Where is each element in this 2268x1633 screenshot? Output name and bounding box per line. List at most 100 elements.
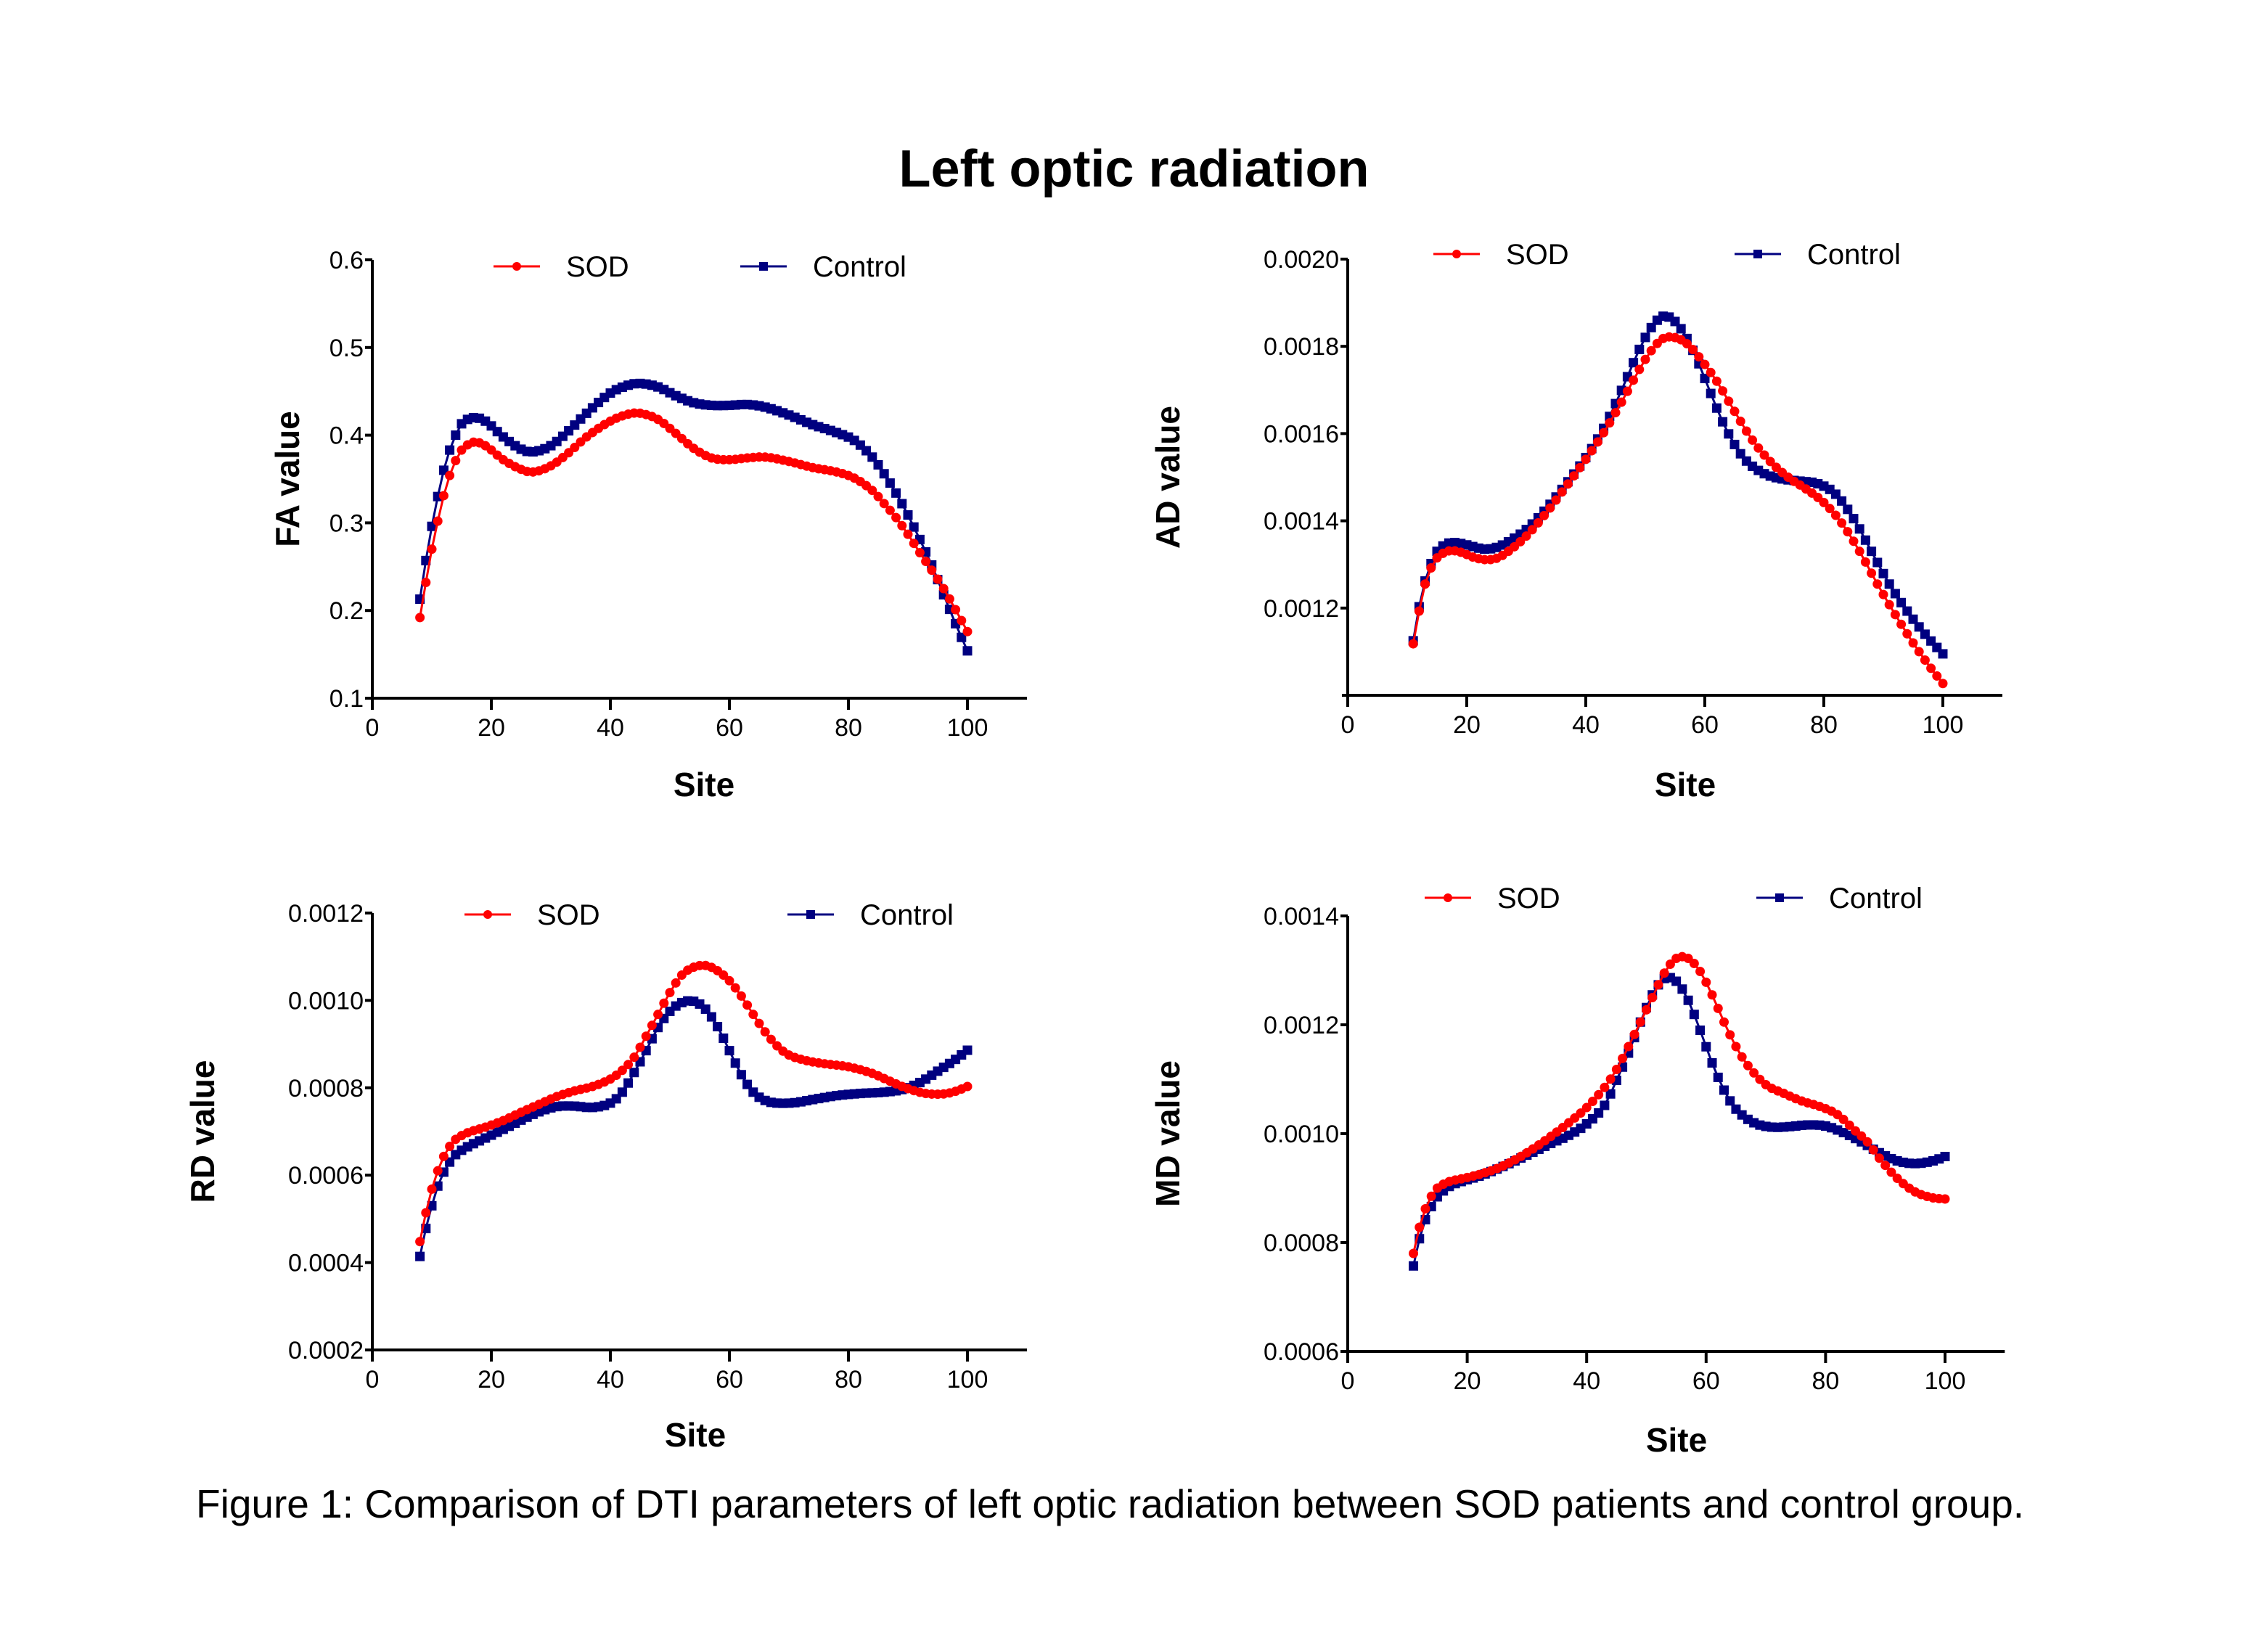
- series-sod: [1409, 951, 1950, 1258]
- data-point: [1594, 1108, 1604, 1118]
- data-point: [1671, 976, 1682, 986]
- data-point: [1914, 622, 1924, 632]
- data-point: [1515, 536, 1526, 547]
- data-point: [1938, 649, 1948, 659]
- data-point: [1711, 403, 1722, 413]
- data-point: [1659, 968, 1669, 978]
- data-point: [938, 584, 949, 594]
- y-axis-title: AD value: [1149, 406, 1187, 549]
- legend-square-marker-icon: [1775, 893, 1784, 902]
- x-tick-label: 80: [835, 714, 862, 742]
- data-point: [1576, 1108, 1586, 1118]
- data-point: [665, 988, 675, 998]
- data-point: [1707, 1058, 1717, 1068]
- data-point: [1724, 396, 1734, 406]
- legend-item-control: Control: [1735, 239, 1901, 271]
- legend-item-sod: SOD: [1425, 883, 1560, 914]
- data-point: [867, 486, 877, 496]
- data-point: [421, 1208, 431, 1218]
- data-point: [909, 539, 919, 549]
- data-point: [1867, 547, 1877, 557]
- y-axis-title: FA value: [269, 411, 306, 547]
- data-point: [1867, 568, 1877, 578]
- data-point: [1844, 1120, 1854, 1130]
- series-sod: [415, 408, 973, 637]
- y-tick-label: 0.0006: [1264, 1338, 1339, 1366]
- y-tick-label: 0.5: [329, 335, 364, 362]
- x-tick-label: 60: [716, 714, 743, 742]
- data-point: [1622, 386, 1632, 396]
- data-point: [1551, 495, 1561, 505]
- data-point: [1940, 1152, 1950, 1161]
- y-tick-label: 0.0008: [1264, 1229, 1339, 1257]
- data-point: [1843, 527, 1853, 537]
- data-point: [1557, 487, 1567, 497]
- series-control: [415, 378, 973, 656]
- data-point: [1414, 606, 1424, 616]
- data-point: [1729, 439, 1740, 449]
- data-point: [427, 1200, 437, 1211]
- data-point: [1759, 450, 1769, 460]
- y-tick-label: 0.2: [329, 597, 364, 625]
- data-point: [1706, 388, 1716, 398]
- data-point: [433, 516, 443, 526]
- data-point: [766, 1034, 776, 1044]
- data-point: [1683, 995, 1693, 1005]
- data-point: [927, 565, 937, 576]
- data-point: [653, 1010, 663, 1020]
- x-tick-label: 20: [478, 714, 505, 742]
- data-point: [1926, 663, 1936, 674]
- series-line: [1412, 955, 1946, 1254]
- data-point: [1938, 679, 1948, 689]
- data-point: [1884, 599, 1894, 610]
- data-point: [438, 1151, 449, 1161]
- data-point: [1605, 1074, 1616, 1084]
- legend-item-sod: SOD: [494, 251, 629, 283]
- data-point: [867, 452, 877, 462]
- x-tick-label: 60: [716, 1366, 743, 1393]
- data-point: [641, 1031, 651, 1041]
- data-point: [719, 1034, 729, 1044]
- data-point: [891, 488, 901, 498]
- data-point: [962, 1081, 973, 1092]
- data-point: [1932, 671, 1942, 681]
- data-point: [1600, 1100, 1610, 1110]
- data-point: [1426, 563, 1436, 573]
- data-point: [1527, 525, 1537, 535]
- data-point: [1646, 345, 1656, 356]
- data-point: [706, 1012, 716, 1022]
- data-point: [1878, 568, 1888, 578]
- legend: SOD Control: [464, 899, 954, 931]
- data-point: [719, 970, 729, 981]
- data-point: [1914, 647, 1924, 657]
- x-tick-label: 100: [1925, 1367, 1966, 1395]
- data-point: [1616, 397, 1626, 407]
- data-point: [736, 991, 746, 1001]
- legend-square-marker-icon: [759, 262, 768, 271]
- data-point: [730, 1058, 740, 1068]
- series-line: [1412, 976, 1946, 1266]
- x-tick-label: 80: [1811, 1367, 1839, 1395]
- data-point: [1594, 1089, 1604, 1100]
- y-tick-label: 0.6: [329, 247, 364, 274]
- data-point: [1610, 408, 1621, 418]
- data-point: [1860, 557, 1870, 567]
- y-tick-label: 0.0018: [1264, 333, 1339, 361]
- x-tick-label: 20: [1454, 1367, 1481, 1395]
- data-point: [1605, 1089, 1616, 1099]
- data-point: [1420, 579, 1430, 589]
- data-point: [1735, 449, 1745, 459]
- data-point: [1688, 345, 1698, 355]
- data-point: [415, 1237, 425, 1247]
- legend-item-control: Control: [740, 251, 906, 283]
- x-tick-label: 40: [1573, 1367, 1600, 1395]
- data-point: [1711, 376, 1722, 386]
- x-tick-label: 20: [1453, 711, 1481, 739]
- y-tick-label: 0.1: [329, 685, 364, 713]
- legend-circle-marker-icon: [512, 262, 521, 271]
- data-point: [957, 632, 967, 642]
- data-point: [415, 1251, 425, 1261]
- y-tick-label: 0.0010: [1264, 1121, 1339, 1148]
- y-tick-label: 0.3: [329, 509, 364, 537]
- data-point: [1753, 443, 1764, 453]
